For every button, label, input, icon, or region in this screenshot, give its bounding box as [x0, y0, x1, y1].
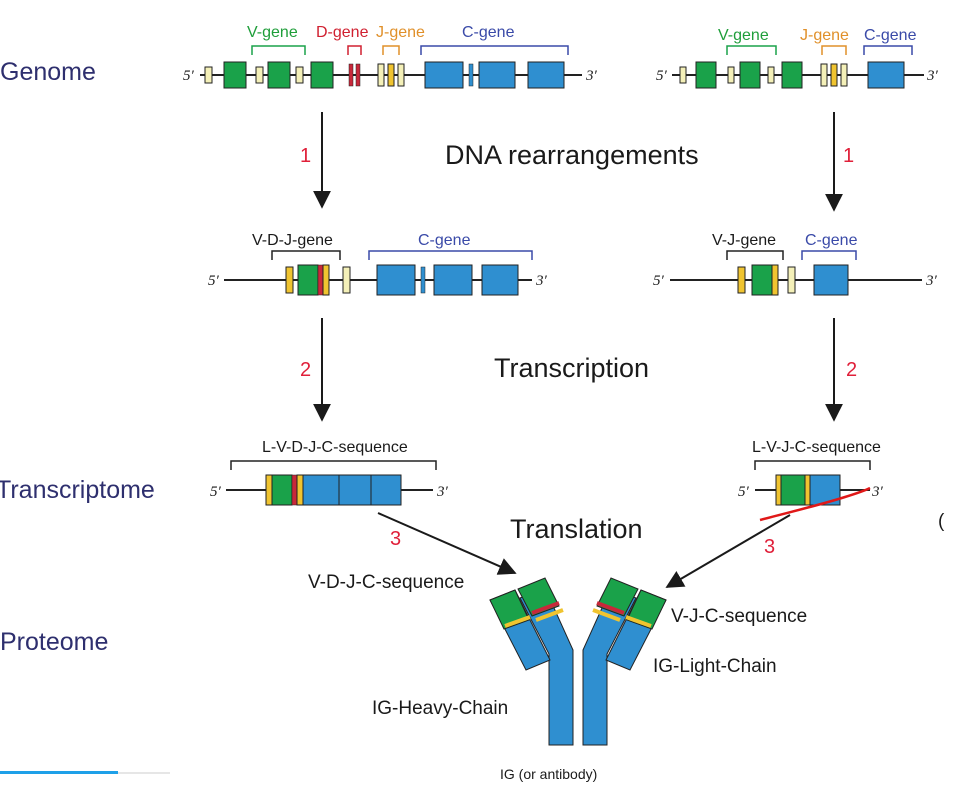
- three-prime-label: 3′: [926, 68, 939, 84]
- three-prime-label: 3′: [925, 273, 938, 289]
- c-gene-label: C-gene: [805, 232, 858, 249]
- light-chain-label: IG-Light-Chain: [653, 656, 777, 677]
- section-transcriptome: Transcriptome: [0, 476, 155, 504]
- step-3-number: 3: [764, 536, 775, 558]
- vdjc-sequence-label: V-D-J-C-sequence: [308, 572, 464, 593]
- step-2-number: 2: [300, 359, 311, 381]
- step-3-number: 3: [390, 528, 401, 550]
- three-prime-label: 3′: [436, 484, 449, 500]
- three-prime-label: 3′: [585, 68, 598, 84]
- lvjc-sequence-label: L-V-J-C-sequence: [752, 439, 881, 456]
- light-chain-rearranged-dna: 5′ 3′ V-J-gene C-gene: [653, 232, 938, 296]
- process-transcription: Transcription: [494, 353, 649, 383]
- light-chain-genome: 5′ 3′ V-gene J-gene C-gene: [656, 27, 939, 89]
- vdj-gene-label: V-D-J-gene: [252, 232, 333, 249]
- step-1-number: 1: [300, 145, 311, 167]
- c-gene-label: C-gene: [462, 24, 515, 41]
- five-prime-label: 5′: [656, 68, 668, 84]
- c-gene-label: C-gene: [418, 232, 471, 249]
- process-translation: Translation: [510, 514, 643, 544]
- lvdjc-sequence-label: L-V-D-J-C-sequence: [262, 439, 408, 456]
- process-dna-rearrangements: DNA rearrangements: [445, 140, 699, 170]
- five-prime-label: 5′: [653, 273, 665, 289]
- section-genome: Genome: [0, 58, 96, 86]
- section-proteome: Proteome: [0, 628, 108, 656]
- heavy-chain-label: IG-Heavy-Chain: [372, 698, 508, 719]
- j-gene-label: J-gene: [376, 24, 425, 41]
- cutoff-glyph: (: [938, 511, 945, 532]
- five-prime-label: 5′: [208, 273, 220, 289]
- step-3-arrow-right: [665, 514, 791, 588]
- step-2-number: 2: [846, 359, 857, 381]
- five-prime-label: 5′: [738, 484, 750, 500]
- red-pen-annotation: [759, 486, 871, 522]
- heavy-chain-mrna: L-V-D-J-C-sequence 5′ 3′: [210, 439, 449, 506]
- step-3-arrow-left: [377, 512, 517, 575]
- heavy-chain-rearranged-dna: 5′ 3′ V-D-J-gene C-gene: [208, 232, 548, 296]
- antibody-caption: IG (or antibody): [500, 766, 597, 782]
- antibody: [489, 577, 667, 746]
- j-gene-label: J-gene: [800, 27, 849, 44]
- five-prime-label: 5′: [210, 484, 222, 500]
- light-chain-mrna: L-V-J-C-sequence 5′ 3′: [738, 439, 884, 522]
- vj-gene-label: V-J-gene: [712, 232, 776, 249]
- v-gene-label: V-gene: [718, 27, 769, 44]
- three-prime-label: 3′: [871, 484, 884, 500]
- d-gene-label: D-gene: [316, 24, 369, 41]
- v-gene-label: V-gene: [247, 24, 298, 41]
- c-gene-label: C-gene: [864, 27, 917, 44]
- vjc-sequence-label: V-J-C-sequence: [671, 606, 807, 627]
- step-1-number: 1: [843, 145, 854, 167]
- five-prime-label: 5′: [183, 68, 195, 84]
- progress-fill: [0, 771, 118, 774]
- three-prime-label: 3′: [535, 273, 548, 289]
- heavy-chain-genome: 5′ 3′ V-gene D-gene J-gene C-gene: [183, 24, 598, 89]
